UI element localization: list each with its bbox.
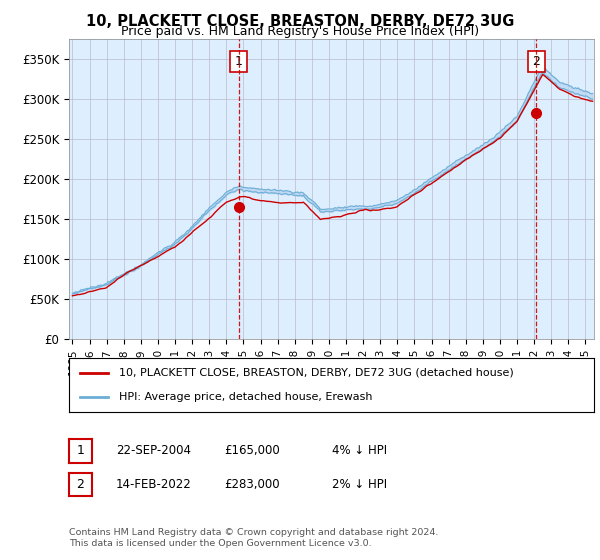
Text: 10, PLACKETT CLOSE, BREASTON, DERBY, DE72 3UG (detached house): 10, PLACKETT CLOSE, BREASTON, DERBY, DE7…: [119, 368, 514, 378]
Text: 2: 2: [532, 55, 540, 68]
Text: 14-FEB-2022: 14-FEB-2022: [116, 478, 191, 491]
Text: 2% ↓ HPI: 2% ↓ HPI: [332, 478, 387, 491]
Text: 1: 1: [235, 55, 242, 68]
Text: £283,000: £283,000: [224, 478, 280, 491]
Text: £165,000: £165,000: [224, 444, 280, 458]
Text: Contains HM Land Registry data © Crown copyright and database right 2024.
This d: Contains HM Land Registry data © Crown c…: [69, 528, 439, 548]
Text: HPI: Average price, detached house, Erewash: HPI: Average price, detached house, Erew…: [119, 392, 373, 402]
Text: 2: 2: [76, 478, 85, 491]
Text: 4% ↓ HPI: 4% ↓ HPI: [332, 444, 387, 458]
Text: 22-SEP-2004: 22-SEP-2004: [116, 444, 191, 458]
Text: 10, PLACKETT CLOSE, BREASTON, DERBY, DE72 3UG: 10, PLACKETT CLOSE, BREASTON, DERBY, DE7…: [86, 14, 514, 29]
Text: 1: 1: [76, 444, 85, 458]
Text: Price paid vs. HM Land Registry's House Price Index (HPI): Price paid vs. HM Land Registry's House …: [121, 25, 479, 38]
